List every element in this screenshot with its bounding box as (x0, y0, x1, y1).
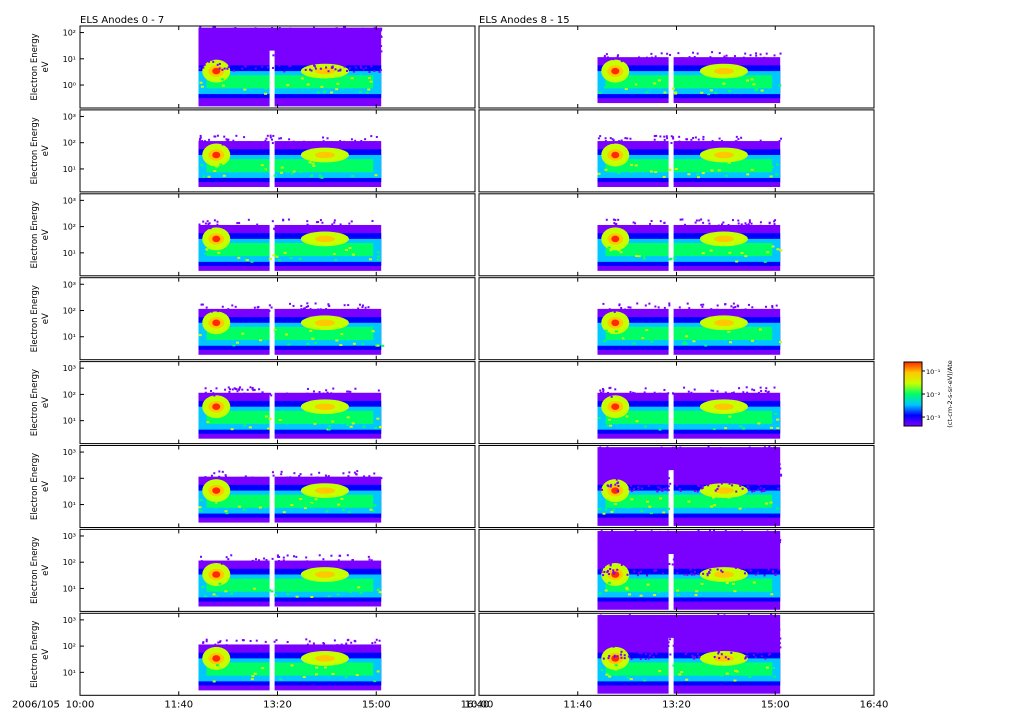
colorbar-label: (ct-cm-2-s-sr-eV)/Ate (946, 360, 954, 428)
y-axis-label: Electron Energy (30, 33, 40, 100)
spectrogram-panel-anode-15 (597, 613, 782, 696)
colorbar: 10⁻¹ 10⁻² 10⁻³ (ct-cm-2-s-sr-eV)/Ate (903, 360, 954, 428)
spectrogram-panel-anode-1 (198, 134, 382, 192)
y-axis-unit: eV (41, 61, 51, 72)
y-axis-label: Electron Energy (30, 285, 40, 352)
colorbar-tick-label: 10⁻² (926, 391, 941, 399)
spectrogram-panel-anode-14 (597, 529, 782, 612)
spectrogram-panel-anode-4 (198, 386, 383, 444)
colorbar-tick-label: 10⁻¹ (926, 368, 941, 376)
y-axis-unit: eV (41, 565, 51, 576)
spectrogram-panel-anode-9 (597, 134, 783, 192)
y-tick-label: 10¹ (63, 249, 76, 258)
spectrogram-panel-anode-13 (597, 445, 783, 528)
y-tick-label: 10² (63, 642, 76, 651)
panels-group (79, 25, 875, 696)
y-tick-label: 10² (63, 558, 76, 567)
y-axis-unit: eV (41, 397, 51, 408)
y-axis-label: Electron Energy (30, 201, 40, 268)
y-tick-label: 10³ (63, 280, 76, 289)
y-tick-label: 10¹ (63, 668, 76, 677)
y-axis-label: Electron Energy (30, 621, 40, 688)
y-tick-label: 10² (63, 139, 76, 148)
y-tick-label: 10¹ (63, 55, 76, 64)
y-tick-label: 10¹ (63, 501, 76, 510)
spectrogram-panel-anode-11 (597, 302, 782, 360)
date-label: 2006/105 (12, 699, 60, 708)
x-tick-label: 11:40 (563, 699, 592, 708)
spectrogram-panel-anode-0 (198, 26, 383, 108)
y-tick-label: 10³ (63, 532, 76, 541)
y-tick-label: 10³ (63, 196, 76, 205)
y-tick-label: 10² (63, 474, 76, 483)
colorbar-scale (903, 361, 923, 427)
column-title-right: ELS Anodes 8 - 15 (479, 15, 570, 26)
y-axis-unit: eV (41, 229, 51, 240)
y-axis-unit: eV (41, 481, 51, 492)
y-tick-label: 10¹ (63, 417, 76, 426)
spectrogram-panel-anode-6 (198, 554, 382, 612)
y-axis-label: Electron Energy (30, 369, 40, 436)
column-title-left: ELS Anodes 0 - 7 (80, 15, 164, 26)
y-tick-label: 10² (63, 307, 76, 316)
spectrogram-panel-anode-3 (198, 302, 385, 360)
spectrogram-panel-anode-7 (198, 637, 382, 696)
spectrogram-panel-anode-5 (198, 470, 383, 528)
spectrogram-panel-anode-8 (597, 50, 782, 108)
y-tick-label: 10³ (63, 448, 76, 457)
y-tick-label: 10³ (63, 616, 76, 625)
x-tick-label: 13:20 (662, 699, 691, 708)
y-axis-label: Electron Energy (30, 453, 40, 520)
y-axis-unit: eV (41, 649, 51, 660)
x-tick-label: 11:40 (164, 699, 193, 708)
y-tick-label: 10⁰ (63, 81, 76, 90)
spectrogram-panel-anode-2 (198, 218, 382, 276)
y-axis-unit: eV (41, 145, 51, 156)
y-axis-label: Electron Energy (30, 117, 40, 184)
x-tick-label: 15:00 (761, 699, 790, 708)
y-axis-unit: eV (41, 313, 51, 324)
y-tick-label: 10² (63, 223, 76, 232)
x-tick-label: 16:40 (461, 699, 490, 708)
x-tick-label: 13:20 (263, 699, 292, 708)
y-tick-label: 10³ (63, 112, 76, 121)
colorbar-tick-label: 10⁻³ (926, 414, 941, 422)
y-tick-label: 10² (63, 390, 76, 399)
y-tick-label: 10¹ (63, 584, 76, 593)
x-tick-label: 16:40 (860, 699, 889, 708)
x-tick-label: 10:00 (66, 699, 95, 708)
y-axis-label: Electron Energy (30, 537, 40, 604)
y-tick-label: 10² (63, 29, 76, 38)
x-tick-label: 15:00 (362, 699, 391, 708)
y-tick-label: 10³ (63, 364, 76, 373)
spectrogram-panel-anode-10 (597, 218, 783, 276)
spectrogram-panel-anode-12 (597, 386, 781, 444)
x-tick-label: 10:00 (465, 699, 494, 708)
y-tick-label: 10¹ (63, 333, 76, 342)
y-tick-label: 10¹ (63, 165, 76, 174)
